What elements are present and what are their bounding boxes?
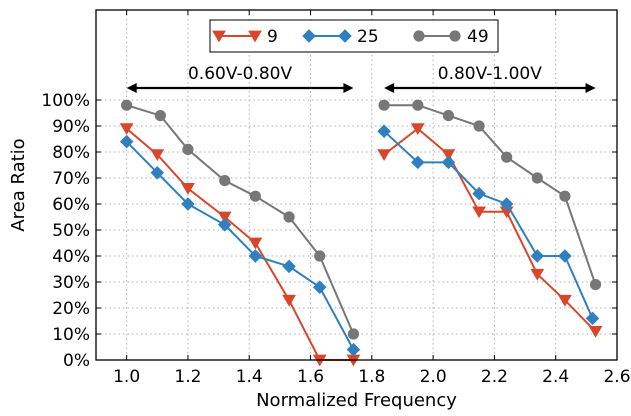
data-point <box>154 110 166 122</box>
data-point <box>410 123 425 135</box>
data-point <box>378 99 390 111</box>
data-point <box>217 211 232 224</box>
y-tick-label: 30% <box>52 273 90 293</box>
legend-label: 25 <box>357 27 379 47</box>
legend: 9 25 49 <box>209 19 499 53</box>
x-tick-label: 2.0 <box>420 367 447 387</box>
data-point <box>473 120 485 132</box>
data-point <box>472 206 486 219</box>
data-point <box>119 123 134 135</box>
series-line <box>126 104 355 335</box>
data-point <box>119 134 134 149</box>
data-point <box>377 149 391 161</box>
data-point <box>411 155 425 170</box>
series-line <box>125 127 354 361</box>
data-point <box>441 155 456 170</box>
data-point <box>442 110 455 122</box>
series-line <box>125 140 355 351</box>
legend-marker <box>413 30 425 42</box>
x-tick-label: 1.0 <box>113 367 140 387</box>
y-tick-label: 70% <box>52 169 90 189</box>
ticks: 1.0 1.2 1.4 1.6 1.8 2.0 2.2 2.4 2.6 0% 10% 20% 30% 40… <box>41 10 631 387</box>
data-point <box>150 149 165 161</box>
data-point <box>312 280 327 294</box>
arrowhead-left <box>384 83 395 93</box>
data-point <box>347 328 360 340</box>
data-point <box>219 175 231 187</box>
data-point <box>589 278 602 291</box>
data-point <box>346 342 361 357</box>
data-point <box>283 211 295 223</box>
plot-frame <box>95 9 618 361</box>
x-tick-label: 1.4 <box>236 367 263 387</box>
data-point <box>588 326 603 338</box>
data-point <box>248 237 263 250</box>
annotation-label: 0.80V-1.00V <box>438 64 542 84</box>
data-point <box>314 250 326 262</box>
arrowhead-right <box>585 83 596 93</box>
data-point <box>499 197 514 211</box>
x-tick-label: 1.2 <box>174 367 201 387</box>
data-point <box>181 183 195 195</box>
data-point <box>530 249 545 263</box>
x-tick-label: 2.2 <box>481 367 508 387</box>
legend-marker <box>248 30 262 43</box>
legend-marker <box>338 29 352 43</box>
series-layer <box>119 99 603 367</box>
arrowhead-right <box>343 83 354 93</box>
data-point <box>217 218 232 232</box>
arrowhead-left <box>126 83 137 93</box>
data-point <box>559 190 571 202</box>
x-tick-label: 2.6 <box>603 367 630 387</box>
x-axis-label: Normalized Frequency <box>256 390 457 411</box>
y-tick-label: 50% <box>52 221 90 241</box>
y-tick-label: 20% <box>52 299 90 319</box>
y-tick-label: 80% <box>52 143 90 163</box>
data-point <box>472 186 486 201</box>
data-point <box>182 143 194 155</box>
data-point <box>441 149 456 161</box>
data-point <box>121 99 133 111</box>
x-tick-label: 1.8 <box>358 367 385 387</box>
data-point <box>558 249 572 263</box>
data-point <box>531 172 543 184</box>
data-point <box>249 190 261 202</box>
grid <box>96 10 617 360</box>
y-tick-label: 60% <box>52 195 90 215</box>
annotations: 0.60V-0.80V 0.80V-1.00V <box>126 64 596 93</box>
data-point <box>412 99 424 111</box>
y-tick-label: 40% <box>52 247 90 267</box>
y-tick-label: 10% <box>52 325 90 345</box>
data-point <box>248 249 263 263</box>
legend-label: 49 <box>467 27 489 47</box>
x-tick-label: 2.4 <box>542 367 569 387</box>
data-point <box>501 151 513 163</box>
data-point <box>282 294 296 307</box>
y-tick-label: 90% <box>52 117 90 137</box>
data-point <box>181 197 195 211</box>
legend-marker <box>449 30 461 42</box>
data-point <box>585 311 600 326</box>
y-tick-label: 100% <box>41 91 90 111</box>
x-tick-label: 1.6 <box>297 367 324 387</box>
series-25 <box>119 124 600 357</box>
y-tick-label: 0% <box>63 351 90 371</box>
data-point <box>282 259 296 274</box>
legend-marker <box>212 30 226 43</box>
data-point <box>530 268 545 281</box>
legend-label: 9 <box>267 27 278 47</box>
y-axis-label: Area Ratio <box>8 138 29 231</box>
series-49 <box>121 99 602 340</box>
legend-marker <box>302 29 316 43</box>
data-point <box>150 166 165 180</box>
data-point <box>377 124 391 138</box>
annotation-label: 0.60V-0.80V <box>188 64 292 84</box>
data-point <box>558 294 572 307</box>
